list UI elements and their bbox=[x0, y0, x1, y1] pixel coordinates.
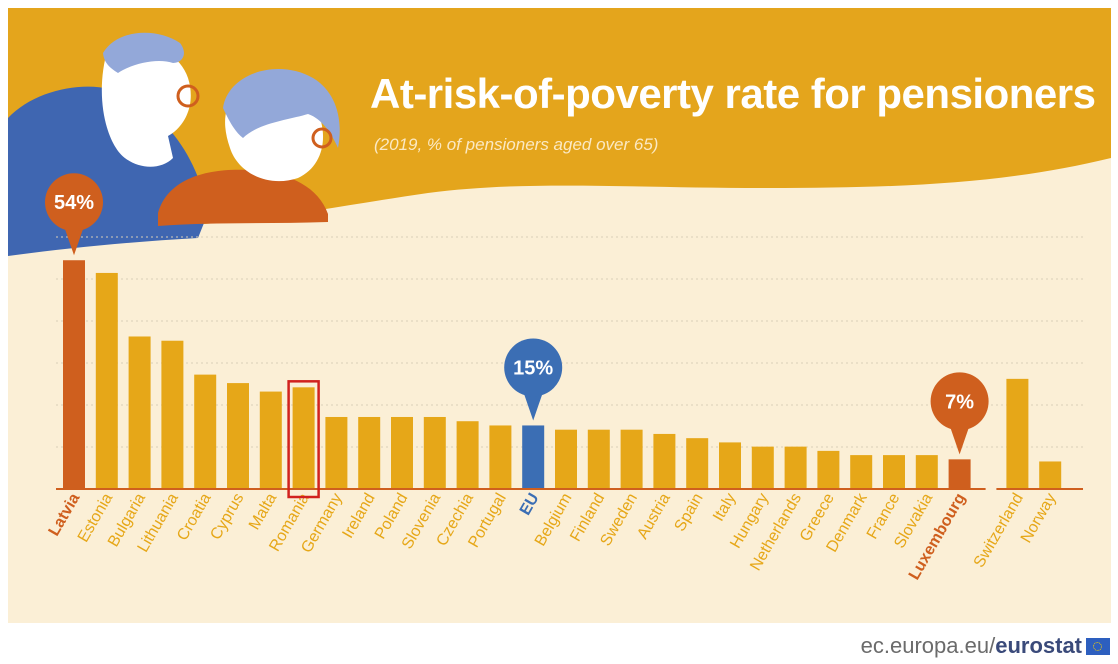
bar-romania bbox=[292, 387, 315, 489]
tick-label-eu: EU bbox=[517, 491, 543, 519]
footer-site: ec.europa.eu/ bbox=[860, 633, 996, 658]
tick-label-malta: Malta bbox=[246, 490, 280, 532]
callout-label-luxembourg: 7% bbox=[945, 391, 974, 413]
bar-hungary bbox=[751, 446, 774, 489]
woman-illustration bbox=[158, 69, 340, 226]
woman-hair bbox=[223, 69, 340, 148]
bar-belgium bbox=[555, 429, 577, 489]
man-head bbox=[101, 43, 191, 167]
callout-bubble-luxembourg bbox=[930, 372, 989, 431]
bar-luxembourg bbox=[948, 459, 971, 489]
chart-title: At-risk-of-poverty rate for pensioners bbox=[370, 70, 1096, 117]
bar-netherlands bbox=[784, 446, 807, 489]
callout-pointer-eu bbox=[523, 391, 544, 421]
bar-portugal bbox=[489, 425, 512, 489]
man-hair bbox=[103, 32, 184, 73]
bar-bulgaria bbox=[128, 336, 151, 489]
bar-greece bbox=[817, 450, 840, 489]
callout-bubble-eu bbox=[504, 338, 563, 397]
chart-subtitle: (2019, % of pensioners aged over 65) bbox=[374, 135, 659, 154]
bar-germany bbox=[325, 416, 348, 489]
bar-croatia bbox=[194, 374, 217, 489]
callout-pointer-luxembourg bbox=[949, 425, 970, 455]
callout-label-eu: 15% bbox=[513, 357, 553, 379]
bar-poland bbox=[391, 416, 413, 489]
eu-flag-icon bbox=[1086, 637, 1110, 655]
bar-malta bbox=[259, 391, 282, 489]
bar-lithuania bbox=[161, 340, 184, 489]
callout-pointer-latvia bbox=[64, 226, 84, 256]
tick-label-switzerland: Switzerland bbox=[971, 491, 1027, 571]
bar-norway bbox=[1039, 461, 1062, 489]
bar-czechia bbox=[456, 421, 479, 489]
woman-glasses-icon bbox=[311, 127, 333, 149]
bar-france bbox=[883, 455, 905, 489]
callout-label-latvia: 54% bbox=[54, 192, 94, 214]
tick-label-spain: Spain bbox=[671, 491, 706, 535]
bar-slovakia bbox=[915, 455, 938, 489]
bar-switzerland bbox=[1006, 378, 1029, 489]
bar-cyprus bbox=[227, 383, 249, 489]
bar-eu bbox=[522, 425, 545, 489]
bar-sweden bbox=[620, 429, 643, 489]
bar-ireland bbox=[358, 416, 381, 489]
highlight-box-romania bbox=[287, 380, 320, 499]
callout-bubble-latvia bbox=[45, 173, 103, 232]
footer-brand: eurostat bbox=[995, 633, 1082, 658]
bar-finland bbox=[587, 429, 610, 489]
tick-label-austria: Austria bbox=[634, 490, 674, 542]
bar-chart: LatviaEstoniaBulgariaLithuaniaCroatiaCyp… bbox=[45, 173, 1083, 583]
tick-label-italy: Italy bbox=[710, 491, 739, 525]
footer-credit: ec.europa.eu/eurostat bbox=[861, 633, 1110, 659]
bar-latvia bbox=[63, 260, 85, 489]
bar-denmark bbox=[850, 455, 873, 489]
bar-estonia bbox=[95, 272, 118, 489]
bar-slovenia bbox=[423, 416, 446, 489]
bar-italy bbox=[719, 442, 741, 489]
bar-austria bbox=[653, 433, 676, 489]
infographic-card: At-risk-of-poverty rate for pensioners (… bbox=[8, 8, 1111, 623]
woman-body bbox=[158, 169, 328, 226]
man-glasses-icon bbox=[176, 84, 200, 108]
bar-spain bbox=[686, 438, 709, 489]
